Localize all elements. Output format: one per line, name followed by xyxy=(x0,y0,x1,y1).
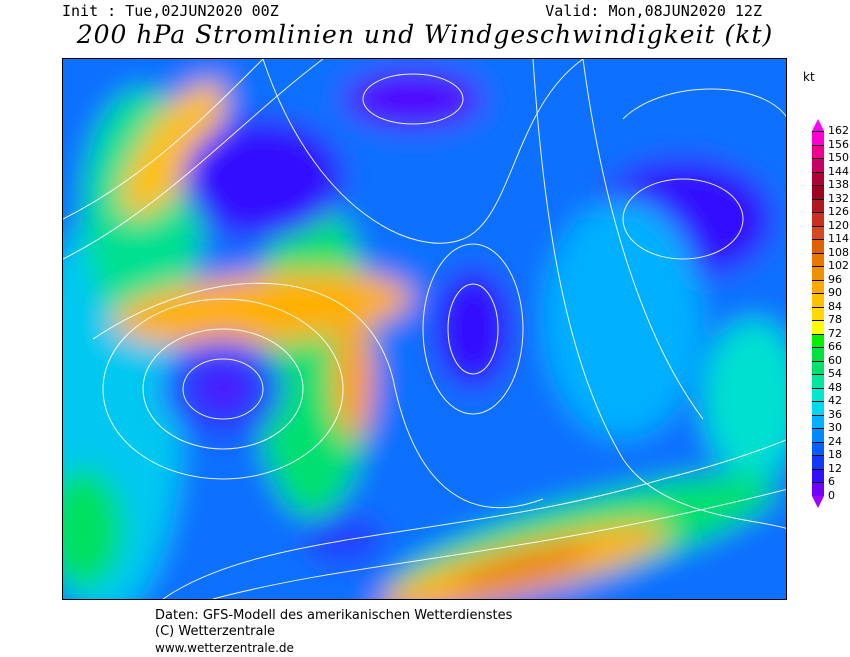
footer-credits: Daten: GFS-Modell des amerikanischen Wet… xyxy=(155,608,512,656)
legend-bin xyxy=(812,428,824,442)
legend-label: 0 xyxy=(828,488,835,502)
legend-bin xyxy=(812,401,824,415)
legend-label: 102 xyxy=(828,259,849,272)
legend-label: 84 xyxy=(828,299,842,313)
legend-bin xyxy=(812,131,824,145)
legend-label: 144 xyxy=(828,164,849,178)
legend-label: 132 xyxy=(828,191,849,205)
legend-bin xyxy=(812,239,824,253)
legend-label: 24 xyxy=(828,434,842,448)
wind-speed-map xyxy=(62,58,787,600)
map-title: 200 hPa Stromlinien und Windgeschwindigk… xyxy=(76,20,774,49)
legend-label: 72 xyxy=(828,326,842,340)
legend-unit: kt xyxy=(803,70,815,84)
legend-label: 162 xyxy=(828,124,849,137)
init-time: Init : Tue,02JUN2020 00Z xyxy=(62,2,279,20)
legend-label: 78 xyxy=(828,313,842,326)
legend-arrow-top xyxy=(812,119,824,131)
legend-bin xyxy=(812,414,824,428)
legend-bin xyxy=(812,387,824,401)
legend-bin xyxy=(812,360,824,374)
legend-label: 42 xyxy=(828,394,842,407)
legend-bin xyxy=(812,198,824,212)
legend-bin xyxy=(812,306,824,320)
legend-label: 30 xyxy=(828,421,842,434)
legend-bin xyxy=(812,266,824,280)
legend-bin xyxy=(812,171,824,185)
legend-bin xyxy=(812,185,824,199)
legend-bin xyxy=(812,441,824,455)
legend-bin xyxy=(812,333,824,347)
legend-bin xyxy=(812,279,824,293)
legend-label: 96 xyxy=(828,272,842,286)
website-link[interactable]: www.wetterzentrale.de xyxy=(155,641,294,655)
streamlines xyxy=(63,59,786,599)
legend-label: 36 xyxy=(828,407,842,421)
legend-label: 54 xyxy=(828,367,842,380)
valid-time: Valid: Mon,08JUN2020 12Z xyxy=(545,2,762,20)
legend-label: 66 xyxy=(828,340,842,353)
legend-label: 114 xyxy=(828,232,849,245)
legend-bin xyxy=(812,144,824,158)
legend-bin xyxy=(812,320,824,334)
legend-label: 60 xyxy=(828,353,842,367)
legend-label: 48 xyxy=(828,380,842,394)
legend-label: 6 xyxy=(828,475,835,488)
legend-arrow-bottom xyxy=(812,495,824,508)
copyright: (C) Wetterzentrale xyxy=(155,624,276,639)
legend-bin xyxy=(812,455,824,469)
legend-label: 12 xyxy=(828,461,842,475)
legend-bin xyxy=(812,482,824,496)
legend-label: 126 xyxy=(828,205,849,218)
legend-bin xyxy=(812,468,824,482)
legend-bin xyxy=(812,212,824,226)
legend-label: 150 xyxy=(828,151,849,164)
legend-bin xyxy=(812,158,824,172)
legend-bin xyxy=(812,347,824,361)
legend-bin xyxy=(812,293,824,307)
legend-label: 18 xyxy=(828,448,842,461)
legend-label: 120 xyxy=(828,218,849,232)
legend-bin xyxy=(812,252,824,266)
legend-label: 90 xyxy=(828,286,842,299)
legend-label: 108 xyxy=(828,245,849,259)
legend-bin xyxy=(812,225,824,239)
data-source: Daten: GFS-Modell des amerikanischen Wet… xyxy=(155,608,513,623)
legend-label: 138 xyxy=(828,178,849,191)
wind-speed-field xyxy=(63,59,786,599)
legend-label: 156 xyxy=(828,137,849,151)
legend-bin xyxy=(812,374,824,388)
